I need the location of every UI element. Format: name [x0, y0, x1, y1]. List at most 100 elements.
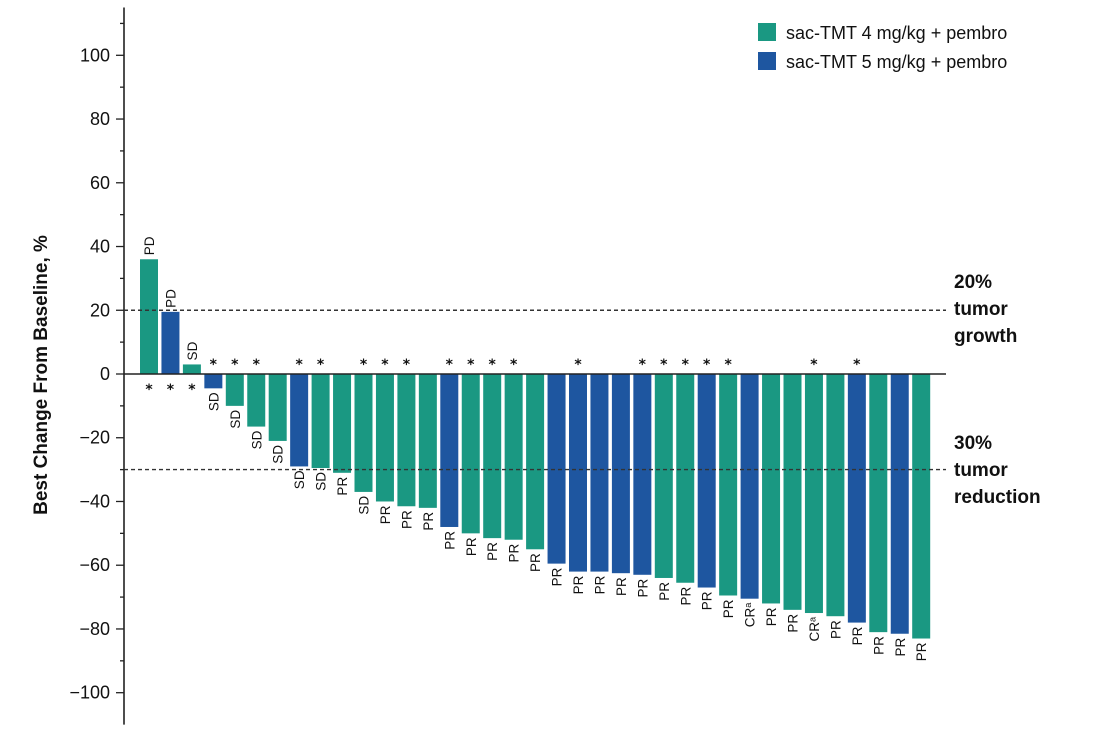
bar-response-label: SD	[292, 470, 307, 489]
bar	[783, 374, 802, 610]
bar-star-marker: *	[145, 382, 153, 398]
bar-response-label: PD	[163, 289, 178, 308]
bar-star-marker: *	[467, 357, 475, 373]
bar-star-marker: *	[295, 357, 303, 373]
bar	[869, 374, 888, 633]
bar	[847, 374, 866, 623]
bar-response-label: PR	[700, 591, 715, 610]
bar-response-label: PR	[871, 636, 886, 655]
bar-response-label: PR	[507, 543, 522, 562]
bar	[247, 374, 266, 427]
bar-response-label: PR	[614, 577, 629, 596]
bar	[654, 374, 673, 578]
bar-response-label: PR	[399, 510, 414, 529]
bar	[633, 374, 652, 575]
bar-response-label: PR	[828, 620, 843, 639]
legend-entry-4mg: sac-TMT 4 mg/kg + pembro	[786, 23, 1007, 43]
bar-response-label: CRᵃ	[807, 616, 822, 641]
bar-star-marker: *	[660, 357, 668, 373]
y-tick-label: 100	[80, 45, 110, 65]
bar	[418, 374, 437, 508]
bar-star-marker: *	[489, 357, 497, 373]
bar	[204, 374, 223, 389]
legend: sac-TMT 4 mg/kg + pembro sac-TMT 5 mg/kg…	[758, 23, 1007, 72]
bar	[375, 374, 394, 502]
bar-star-marker: *	[317, 357, 325, 373]
bar-response-label: PR	[442, 531, 457, 550]
y-tick-label: 60	[90, 173, 110, 193]
bar-response-label: PR	[421, 512, 436, 531]
bar-response-label: PR	[721, 599, 736, 618]
bar-star-marker: *	[703, 357, 711, 373]
bar	[504, 374, 523, 540]
bar	[590, 374, 609, 572]
bar	[182, 364, 201, 374]
bar-star-marker: *	[574, 357, 582, 373]
bar	[161, 311, 180, 374]
bar-star-marker: *	[403, 357, 411, 373]
bar-response-label: PR	[485, 542, 500, 561]
bar-response-label: PR	[914, 642, 929, 661]
bar-star-marker: *	[682, 357, 690, 373]
bar-response-label: PR	[850, 626, 865, 645]
bar-response-label: PR	[657, 582, 672, 601]
bar-response-label: PR	[528, 553, 543, 572]
bar-response-label: PR	[592, 575, 607, 594]
bar-star-marker: *	[510, 357, 518, 373]
y-tick-label: −40	[79, 491, 110, 511]
bar-response-label: CRᵃ	[743, 602, 758, 627]
bar-response-label: SD	[228, 410, 243, 429]
bar	[912, 374, 931, 639]
bar-response-label: SD	[314, 472, 329, 491]
bar	[440, 374, 459, 527]
bar	[676, 374, 695, 583]
bar-response-label: SD	[357, 496, 372, 515]
bar	[569, 374, 587, 572]
bar-star-marker: *	[810, 357, 818, 373]
bar-response-label: PR	[571, 575, 586, 594]
bar-star-marker: *	[253, 357, 261, 373]
bar	[268, 374, 287, 441]
bar	[311, 374, 330, 469]
bar-response-label: PR	[635, 579, 650, 598]
bar	[547, 374, 566, 564]
bar-response-label: PR	[464, 537, 479, 556]
bar	[290, 374, 309, 467]
bar	[826, 374, 845, 617]
bar	[526, 374, 545, 550]
growth-ref-line1: 20%	[954, 272, 992, 293]
bar-star-marker: *	[446, 357, 454, 373]
bar-response-label: PR	[764, 607, 779, 626]
y-tick-label: −60	[79, 555, 110, 575]
growth-ref-line2: tumor	[954, 299, 1008, 320]
bar-response-label: SD	[249, 430, 264, 449]
bar	[697, 374, 716, 588]
bar-star-marker: *	[188, 382, 196, 398]
bar	[225, 374, 244, 406]
bar	[483, 374, 502, 539]
bar-star-marker: *	[853, 357, 861, 373]
bar-response-label: PR	[550, 567, 565, 586]
bar-star-marker: *	[360, 357, 368, 373]
bar-response-label: PR	[893, 638, 908, 657]
bar-response-label: PD	[142, 236, 157, 255]
bar-star-marker: *	[167, 382, 175, 398]
bar	[354, 374, 373, 492]
bar-star-marker: *	[231, 357, 239, 373]
y-axis-label: Best Change From Baseline, %	[31, 235, 52, 515]
legend-entry-5mg: sac-TMT 5 mg/kg + pembro	[786, 52, 1007, 72]
bar-response-label: PR	[335, 477, 350, 496]
y-tick-label: −100	[69, 683, 110, 703]
bar-response-label: PR	[786, 614, 801, 633]
bar	[140, 259, 158, 374]
bar-star-marker: *	[381, 357, 389, 373]
bar	[740, 374, 759, 599]
y-tick-label: −80	[79, 619, 110, 639]
reduction-ref-line2: tumor	[954, 460, 1008, 481]
bar	[719, 374, 738, 596]
reference-line-labels: 20% tumor growth 30% tumor reduction	[954, 272, 1041, 508]
bar	[762, 374, 781, 604]
bar-star-marker: *	[639, 357, 647, 373]
